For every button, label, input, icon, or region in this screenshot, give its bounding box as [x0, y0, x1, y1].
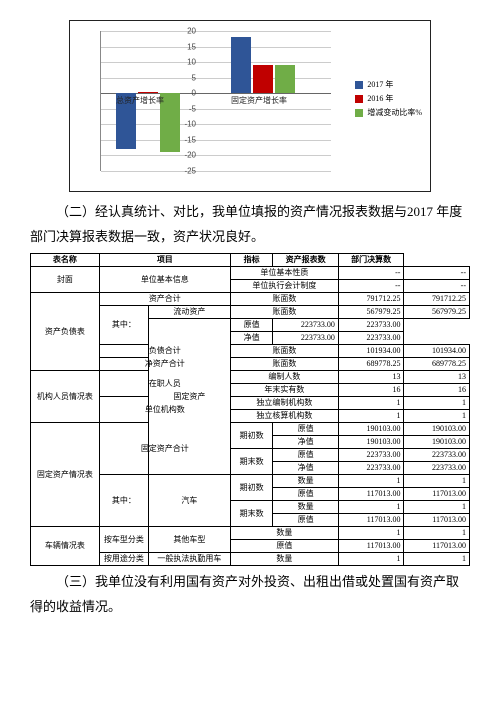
table-header-cell: 部门决算数: [338, 254, 404, 267]
chart-bar: [138, 92, 158, 93]
table-row: 机构人员情况表在职人员编制人数1313: [31, 371, 470, 384]
chart-bar: [275, 65, 295, 93]
legend-item: 增减变动比率%: [355, 107, 422, 118]
table-row: 资产负债表资产合计账面数791712.25791712.25: [31, 293, 470, 306]
table-header-cell: 指标: [230, 254, 273, 267]
table-header-cell: 资产报表数: [273, 254, 339, 267]
chart-x-label: 固定资产增长率: [231, 95, 287, 106]
legend-item: 2017 年: [355, 79, 422, 90]
chart-bar: [253, 65, 273, 93]
legend-item: 2016 年: [355, 93, 422, 104]
bar-chart: 总资产增长率固定资产增长率 2017 年2016 年增减变动比率% -25-20…: [69, 20, 431, 192]
table-header-cell: 项目: [99, 254, 230, 267]
paragraph-3: （三）我单位没有利用国有资产对外投资、出租出借或处置国有资产取得的收益情况。: [30, 570, 470, 619]
chart-legend: 2017 年 2016 年增减变动比率%: [355, 76, 422, 121]
table-row: 车辆情况表按车型分类其他车型数量11: [31, 527, 470, 540]
paragraph-2: （二）经认真统计、对比，我单位填报的资产情况报表数据与2017 年度部门决算报表…: [30, 200, 470, 249]
table-row: 封面单位基本信息单位基本性质----: [31, 267, 470, 280]
table-header-cell: 表名称: [31, 254, 100, 267]
table-row: 固定资产情况表固定资产合计期初数原值190103.00190103.00: [31, 423, 470, 436]
chart-x-label: 总资产增长率: [116, 95, 164, 106]
comparison-table: 表名称项目指标资产报表数部门决算数 封面单位基本信息单位基本性质----单位执行…: [30, 253, 470, 566]
chart-bar: [231, 37, 251, 93]
